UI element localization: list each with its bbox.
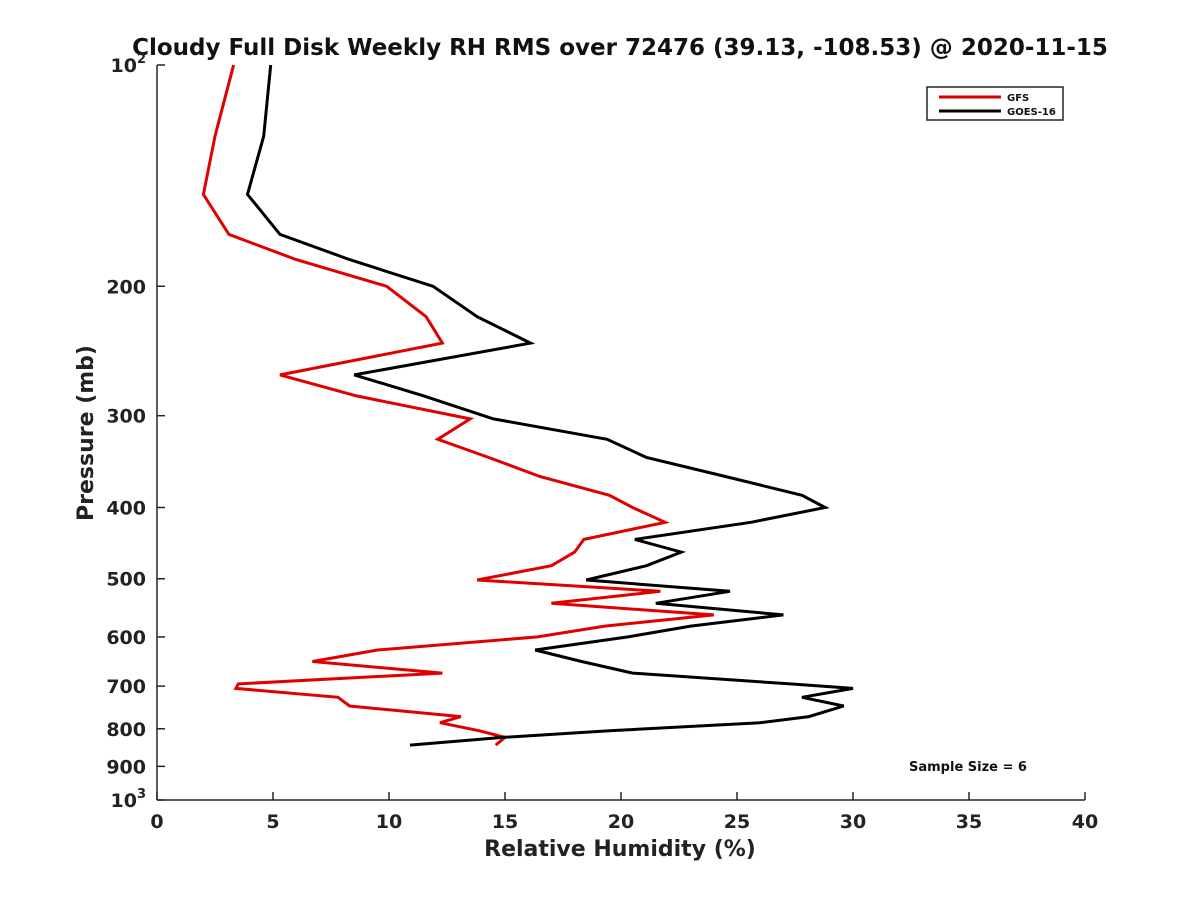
y-tick-label: 500 <box>106 569 146 591</box>
y-tick-label: 200 <box>106 276 146 298</box>
x-tick-label: 40 <box>1072 811 1098 833</box>
x-tick-label: 35 <box>956 811 982 833</box>
legend-box <box>926 86 1064 121</box>
x-tick-label: 5 <box>266 811 279 833</box>
x-tick-label: 0 <box>150 811 163 833</box>
legend-label: GFS <box>1007 93 1029 104</box>
x-tick-label: 25 <box>724 811 750 833</box>
y-axis-ticks: 102 200 300 400 500 600 700 800 900 103 <box>106 52 165 812</box>
series-line-goes-16 <box>245 64 854 747</box>
x-tick-label: 15 <box>492 811 518 833</box>
y-tick-label: 102 <box>111 52 147 77</box>
x-tick-label: 10 <box>376 811 402 833</box>
y-tick-label: 103 <box>111 787 147 812</box>
y-tick-label: 400 <box>106 498 146 520</box>
x-axis-label: Relative Humidity (%) <box>484 837 756 862</box>
y-tick-label: 600 <box>106 627 146 649</box>
y-axis-label: Pressure (mb) <box>74 345 99 521</box>
legend-label: GOES-16 <box>1007 107 1056 118</box>
y-tick-label: 700 <box>106 676 146 698</box>
x-tick-label: 30 <box>840 811 866 833</box>
y-tick-label: 800 <box>106 719 146 741</box>
x-tick-label: 20 <box>608 811 634 833</box>
y-tick-label: 900 <box>106 756 146 778</box>
sample-size-annotation: Sample Size = 6 <box>909 760 1027 775</box>
x-axis-ticks: 0 5 10 15 20 25 30 35 40 <box>150 792 1098 833</box>
series-line-gfs <box>201 64 714 747</box>
series-lines <box>201 64 854 747</box>
y-tick-label: 300 <box>106 406 146 428</box>
legend: GFS GOES-16 <box>926 86 1064 121</box>
chart-title: Cloudy Full Disk Weekly RH RMS over 7247… <box>132 35 1108 61</box>
